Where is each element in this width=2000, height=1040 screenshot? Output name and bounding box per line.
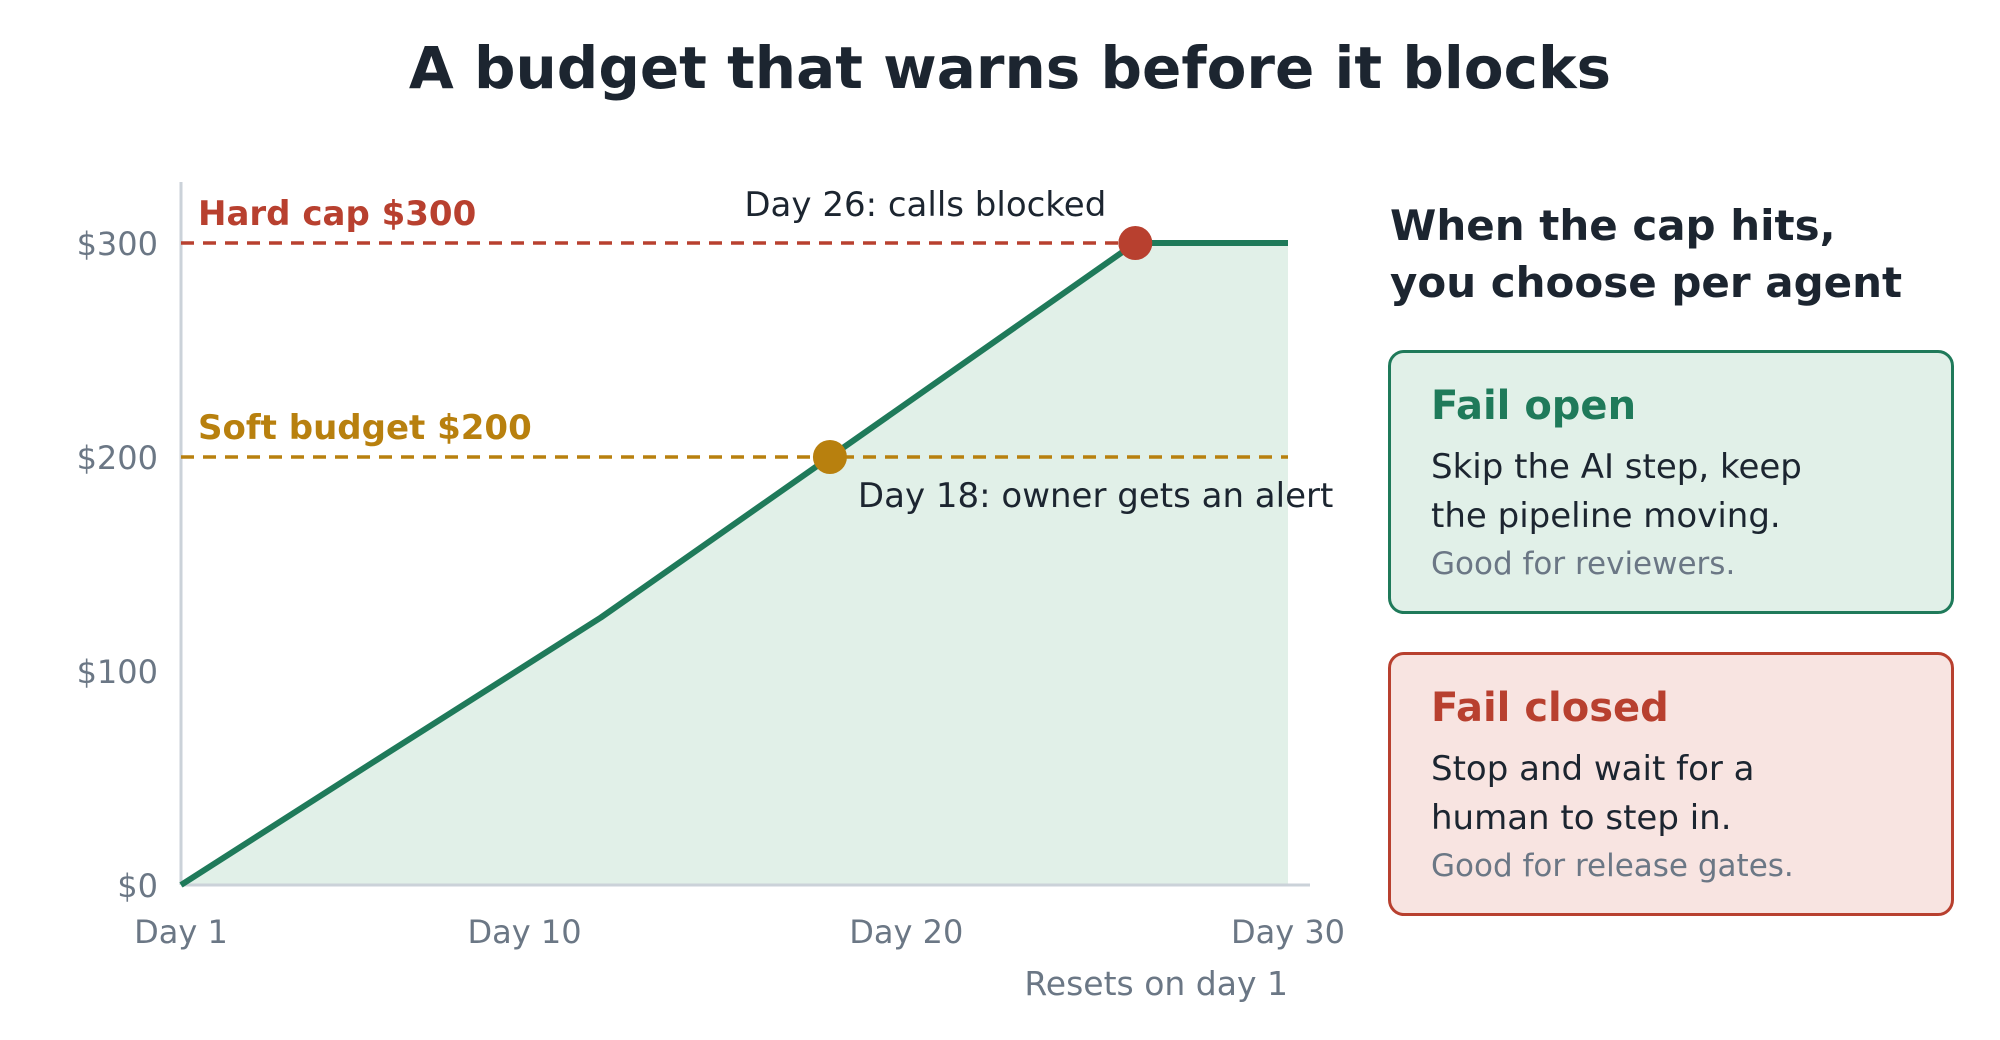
fail-open-line1: Skip the AI step, keep (1431, 447, 1802, 487)
x-tick-label: Day 30 (1231, 913, 1345, 951)
x-tick-label: Day 1 (134, 913, 228, 951)
fail-closed-line1: Stop and wait for a (1431, 749, 1755, 789)
panel-heading-line2: you choose per agent (1390, 258, 1902, 307)
threshold-label: Soft budget $200 (198, 408, 532, 448)
y-tick-label: $300 (77, 225, 158, 263)
event-marker (1118, 226, 1153, 260)
fail-open-card: Fail open Skip the AI step, keep the pip… (1388, 350, 1954, 614)
event-marker (812, 440, 847, 474)
fail-closed-card: Fail closed Stop and wait for a human to… (1388, 652, 1954, 916)
spend-line (179, 240, 1288, 888)
fail-closed-note: Good for release gates. (1431, 848, 1794, 884)
event-label: Day 26: calls blocked (744, 185, 1106, 225)
fail-open-line2: the pipeline moving. (1431, 496, 1781, 536)
fail-closed-line2: human to step in. (1431, 798, 1732, 838)
x-tick-label: Day 20 (849, 913, 963, 951)
plot-area: Hard cap $300 Soft budget $200 $0 $100 $200 $… (77, 182, 1345, 951)
x-tick-label: Day 10 (468, 913, 582, 951)
y-tick-label: $0 (117, 867, 158, 905)
event-label: Day 18: owner gets an alert (858, 476, 1333, 516)
chart-title: A budget that warns before it blocks (409, 34, 1611, 102)
fail-open-note: Good for reviewers. (1431, 546, 1736, 582)
fail-open-title: Fail open (1431, 383, 1637, 429)
y-tick-label: $100 (77, 653, 158, 691)
fail-closed-title: Fail closed (1431, 685, 1669, 731)
y-tick-label: $200 (77, 439, 158, 477)
panel-heading-line1: When the cap hits, (1390, 201, 1836, 250)
threshold-label: Hard cap $300 (198, 194, 476, 234)
spend-area-fill (181, 243, 1288, 885)
x-axis-label: Resets on day 1 (1024, 964, 1288, 1003)
